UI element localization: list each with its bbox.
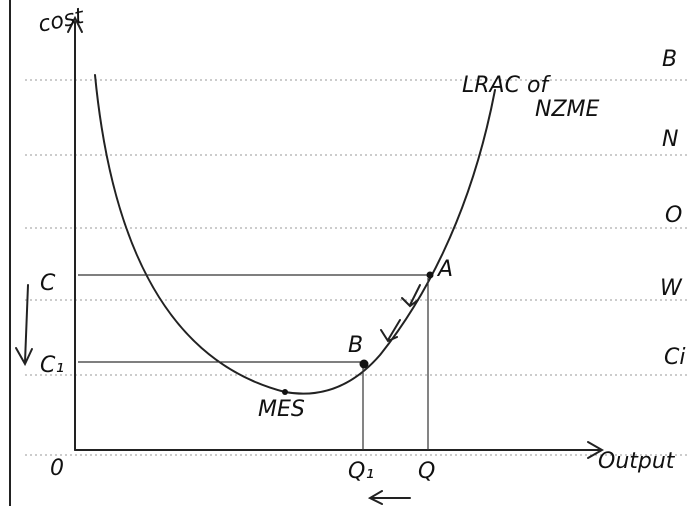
notebook-lines bbox=[10, 0, 689, 506]
point-label: B bbox=[348, 333, 363, 358]
level-label: C bbox=[40, 271, 56, 296]
margin-note: Ci bbox=[664, 345, 685, 370]
lrac-curve bbox=[95, 75, 495, 394]
point-label: MES bbox=[258, 397, 305, 422]
margin-note: N bbox=[662, 127, 678, 152]
level-label: C₁ bbox=[40, 353, 64, 378]
diagram: cost Output 0 LRAC of NZME C C₁ Q₁ Q A B… bbox=[0, 0, 689, 506]
quantity-label: Q bbox=[418, 459, 435, 484]
guide-lines bbox=[78, 275, 430, 450]
point-a bbox=[427, 272, 434, 279]
origin-label: 0 bbox=[50, 456, 64, 481]
x-axis-label: Output bbox=[598, 449, 676, 474]
margin-note: W bbox=[660, 276, 683, 301]
curve-label: NZME bbox=[535, 97, 600, 122]
margin-note: O bbox=[665, 203, 682, 228]
y-axis-label: cost bbox=[36, 4, 87, 38]
margin-note: B bbox=[662, 47, 677, 72]
quantity-label: Q₁ bbox=[348, 459, 374, 484]
point-mes bbox=[282, 389, 288, 395]
point-b bbox=[360, 360, 369, 369]
point-label: A bbox=[436, 257, 453, 282]
curve-label: LRAC of bbox=[462, 73, 551, 98]
